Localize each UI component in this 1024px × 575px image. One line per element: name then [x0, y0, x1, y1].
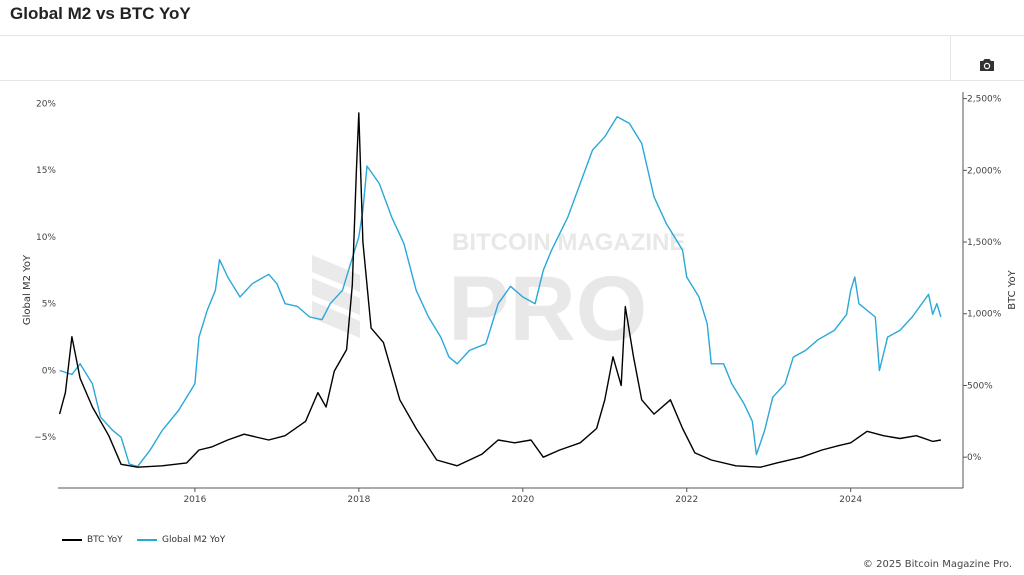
divider	[0, 80, 1024, 81]
x-tick-label: 2018	[347, 495, 370, 505]
watermark: BITCOIN MAGAZINE PRO	[312, 229, 685, 360]
series-line-btc-yoy	[58, 112, 942, 468]
right-tick-label: 1,000%	[967, 310, 1002, 320]
x-tick-label: 2022	[675, 495, 698, 505]
watermark-line2: PRO	[448, 258, 647, 360]
legend-item-btc[interactable]: BTC YoY	[62, 535, 123, 545]
series-line-global-m2-yoy	[59, 115, 942, 468]
left-axis-label: Global M2 YoY	[22, 254, 33, 325]
legend-label: Global M2 YoY	[162, 535, 226, 545]
right-tick-label: 1,500%	[967, 238, 1002, 248]
watermark-line1: BITCOIN MAGAZINE	[452, 229, 685, 256]
left-tick-label: 20%	[36, 99, 56, 109]
copyright: © 2025 Bitcoin Magazine Pro.	[862, 559, 1012, 570]
left-tick-label: 0%	[42, 366, 57, 376]
legend-swatch	[137, 539, 157, 541]
left-tick-label: −5%	[34, 433, 56, 443]
right-axis-label: BTC YoY	[1007, 269, 1018, 309]
left-tick-label: 5%	[42, 300, 57, 310]
page-title: Global M2 vs BTC YoY	[10, 4, 191, 23]
right-tick-label: 2,000%	[967, 166, 1002, 176]
right-tick-label: 500%	[967, 381, 993, 391]
toolbar-divider	[950, 35, 951, 80]
legend-label: BTC YoY	[87, 535, 123, 545]
x-tick-label: 2016	[183, 495, 206, 505]
camera-icon[interactable]	[978, 57, 996, 73]
right-tick-label: 2,500%	[967, 95, 1002, 105]
legend-swatch	[62, 539, 82, 541]
left-tick-label: 10%	[36, 233, 56, 243]
x-tick-label: 2024	[839, 495, 862, 505]
left-tick-label: 15%	[36, 166, 56, 176]
right-tick-label: 0%	[967, 453, 982, 463]
legend-item-m2[interactable]: Global M2 YoY	[137, 535, 225, 545]
x-tick-label: 2020	[511, 495, 534, 505]
divider	[0, 35, 1024, 36]
